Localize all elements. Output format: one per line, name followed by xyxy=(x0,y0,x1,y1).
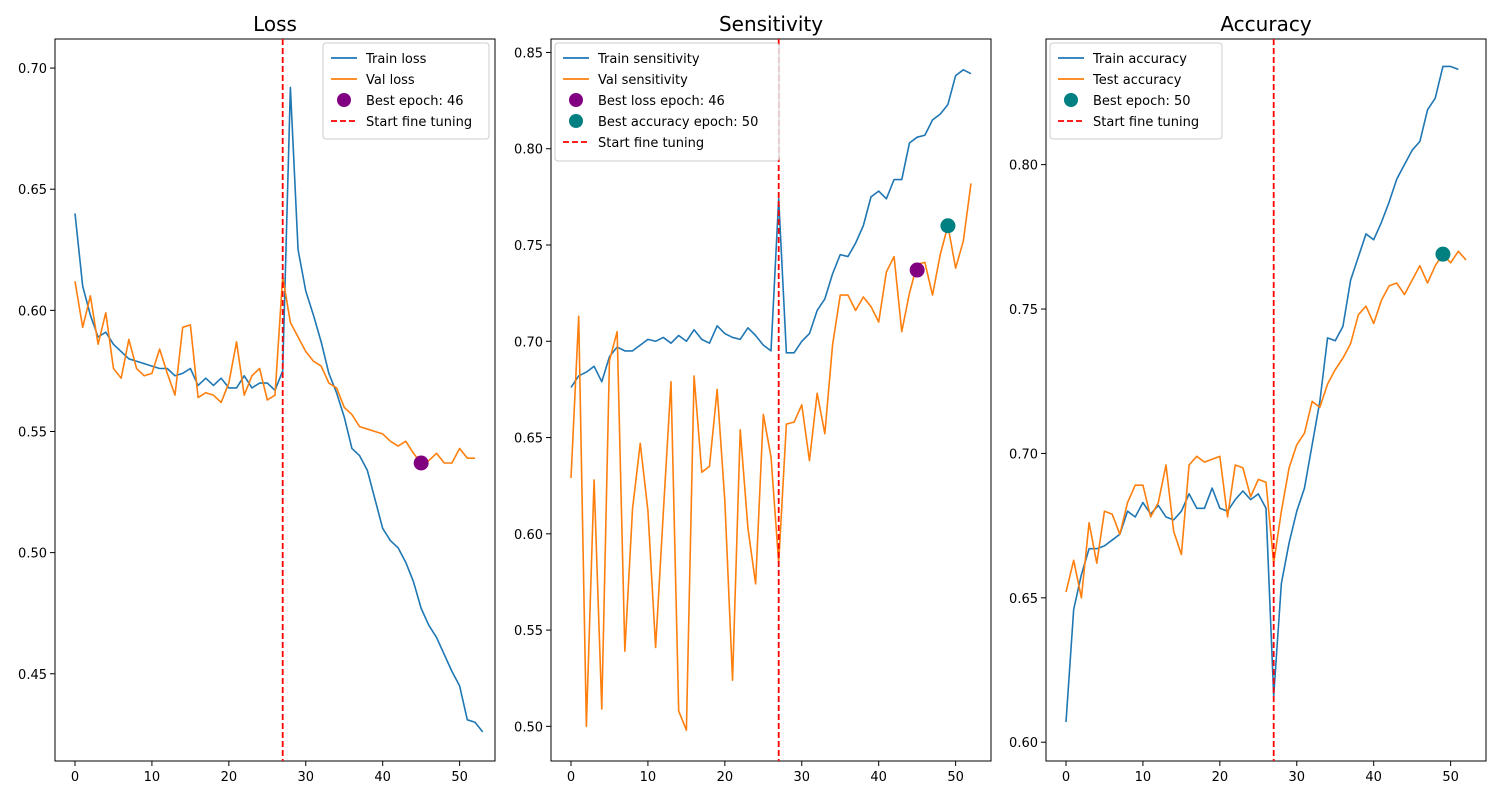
y-tick-label: 0.60 xyxy=(18,304,47,319)
x-tick-label: 10 xyxy=(640,770,657,785)
series-line-train xyxy=(1065,65,1459,723)
x-tick-label: 40 xyxy=(1365,770,1382,785)
y-tick-label: 0.70 xyxy=(1009,447,1038,462)
y-tick-label: 0.70 xyxy=(18,62,47,77)
legend-swatch-marker xyxy=(337,93,351,107)
x-tick-label: 20 xyxy=(717,770,734,785)
x-tick-label: 40 xyxy=(374,770,391,785)
best-marker xyxy=(940,218,956,234)
plot-area xyxy=(1065,39,1467,761)
chart-title: Loss xyxy=(253,12,297,36)
series-line-train xyxy=(74,86,484,733)
best-marker xyxy=(413,455,429,471)
plot-area xyxy=(74,39,484,761)
y-tick-label: 0.55 xyxy=(514,624,543,639)
x-tick-label: 20 xyxy=(221,770,238,785)
x-tick-label: 30 xyxy=(793,770,810,785)
legend-label: Test accuracy xyxy=(1092,73,1182,88)
legend-label: Train accuracy xyxy=(1092,52,1187,67)
legend-box xyxy=(1049,42,1223,140)
legend-label: Best epoch: 46 xyxy=(366,94,464,109)
legend-label: Best accuracy epoch: 50 xyxy=(598,115,758,130)
y-tick-label: 0.85 xyxy=(514,46,543,61)
y-tick-label: 0.45 xyxy=(18,668,47,683)
x-tick-label: 50 xyxy=(1442,770,1459,785)
x-tick-label: 40 xyxy=(870,770,887,785)
legend-box xyxy=(554,42,780,162)
y-tick-label: 0.65 xyxy=(514,432,543,447)
legend-label: Best epoch: 50 xyxy=(1093,94,1191,109)
chart-1: Sensitivity 0 10 20 30 40 50 0.50 0.55 0.60 0.65 0.… xyxy=(514,12,992,785)
y-tick-label: 0.70 xyxy=(514,335,543,350)
series-line-val xyxy=(570,183,972,731)
x-tick-label: 50 xyxy=(947,770,964,785)
best-marker xyxy=(1435,246,1451,262)
y-tick-label: 0.50 xyxy=(514,720,543,735)
legend-swatch-marker xyxy=(569,114,583,128)
y-tick-label: 0.50 xyxy=(18,547,47,562)
chart-title: Accuracy xyxy=(1220,12,1311,36)
legend-label: Start fine tuning xyxy=(1093,115,1199,130)
legend-label: Val loss xyxy=(366,73,415,88)
legend-label: Val sensitivity xyxy=(598,73,688,88)
x-tick-label: 10 xyxy=(1135,770,1152,785)
y-tick-label: 0.60 xyxy=(1009,736,1038,751)
chart-2: Accuracy 0 10 20 30 40 50 0.60 0.65 0.70 0.75 0.80 T… xyxy=(1009,12,1487,785)
series-line-val xyxy=(1065,250,1467,599)
legend-box xyxy=(322,42,490,140)
x-tick-label: 0 xyxy=(1062,770,1070,785)
x-tick-label: 30 xyxy=(297,770,314,785)
axes-frame xyxy=(1045,38,1487,762)
y-tick-label: 0.80 xyxy=(514,143,543,158)
x-tick-label: 50 xyxy=(451,770,468,785)
y-tick-label: 0.65 xyxy=(1009,592,1038,607)
best-marker xyxy=(909,262,925,278)
x-tick-label: 0 xyxy=(71,770,79,785)
legend-label: Train sensitivity xyxy=(597,52,700,67)
legend-label: Best loss epoch: 46 xyxy=(598,94,725,109)
legend-label: Start fine tuning xyxy=(366,115,472,130)
y-tick-label: 0.75 xyxy=(514,239,543,254)
legend-swatch-marker xyxy=(1064,93,1078,107)
series-line-train xyxy=(570,69,972,388)
y-tick-label: 0.65 xyxy=(18,183,47,198)
x-tick-label: 30 xyxy=(1288,770,1305,785)
axes-frame xyxy=(54,38,496,762)
y-tick-label: 0.55 xyxy=(18,425,47,440)
y-tick-label: 0.80 xyxy=(1009,159,1038,174)
x-tick-label: 0 xyxy=(567,770,575,785)
series-line-val xyxy=(74,275,475,464)
x-tick-label: 20 xyxy=(1212,770,1229,785)
chart-title: Sensitivity xyxy=(719,12,823,36)
x-tick-label: 10 xyxy=(144,770,161,785)
axes-frame xyxy=(550,38,992,762)
legend-label: Train loss xyxy=(365,52,427,67)
y-tick-label: 0.75 xyxy=(1009,303,1038,318)
legend-label: Start fine tuning xyxy=(598,136,704,151)
chart-0: Loss 0 10 20 30 40 50 0.45 0.50 0.55 0.60 0.65 0.70 T… xyxy=(18,12,496,785)
legend-swatch-marker xyxy=(569,93,583,107)
y-tick-label: 0.60 xyxy=(514,528,543,543)
